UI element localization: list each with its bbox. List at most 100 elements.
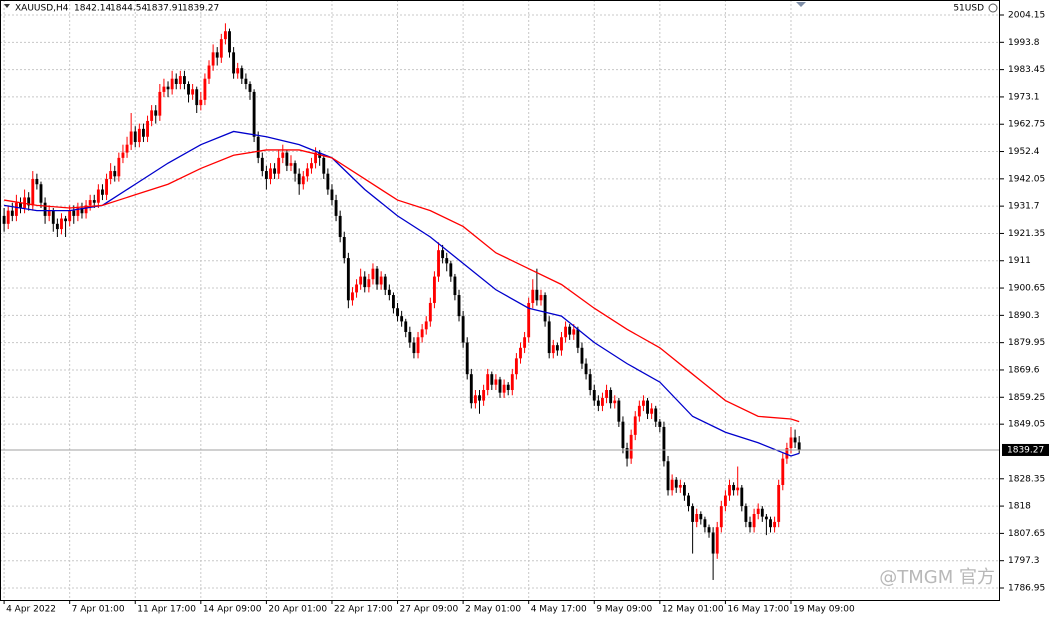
candle-body — [199, 99, 203, 106]
candle-body — [256, 136, 260, 158]
candle-body — [2, 215, 6, 224]
y-tick-label: 2004.15 — [1008, 11, 1045, 21]
candle-body — [601, 397, 604, 406]
y-tick-label: 1942.05 — [1008, 174, 1045, 184]
candle-body — [551, 345, 555, 354]
candle-body — [674, 479, 678, 488]
candle-body — [543, 295, 547, 322]
candle-body — [92, 200, 96, 203]
candle-body — [748, 521, 752, 528]
candle-body — [666, 461, 670, 491]
price-label: 1839.27 — [1007, 445, 1044, 455]
candle-body — [236, 68, 240, 74]
candle-body — [162, 86, 166, 92]
candle-body — [428, 302, 432, 322]
x-tick-label: 4 Apr 2022 — [6, 605, 56, 615]
candle-body — [346, 258, 350, 301]
candle-body — [207, 65, 211, 79]
candle-body — [137, 128, 141, 143]
candle-body — [457, 295, 461, 317]
candle-body — [248, 83, 252, 92]
candle-body — [203, 78, 207, 100]
candle-body — [375, 268, 379, 285]
candle-body — [55, 223, 59, 230]
candle-body — [400, 316, 404, 322]
candle-body — [142, 128, 145, 137]
candle-body — [625, 448, 629, 459]
moving-average-line — [3, 130, 800, 457]
candle-body — [228, 31, 231, 53]
candle-body — [47, 210, 51, 216]
candle-body — [555, 345, 559, 351]
candle-body — [273, 168, 277, 174]
account-icon[interactable] — [988, 3, 998, 13]
candle-body — [408, 331, 412, 343]
candle-body — [662, 426, 666, 462]
candle-body — [158, 91, 162, 116]
header: XAUUSD,H4 1842.14 1844.54 1837.91 1839.2… — [4, 4, 219, 14]
candle-body — [785, 448, 789, 459]
y-tick-label: 1911 — [1008, 256, 1031, 266]
candle-body — [613, 400, 617, 404]
candle-body — [478, 395, 481, 401]
candle-body — [703, 519, 707, 528]
candle-body — [363, 276, 367, 288]
candle-body — [650, 408, 654, 414]
candle-body — [359, 276, 363, 285]
candle-body — [72, 210, 76, 216]
candle-body — [68, 210, 72, 222]
candle-body — [633, 416, 637, 435]
watermark: @TMGM 官方 — [879, 567, 995, 588]
candle-body — [297, 173, 301, 185]
candle-body — [736, 487, 740, 491]
candle-body — [547, 321, 551, 354]
candle-body — [432, 276, 436, 303]
candle-body — [211, 52, 215, 66]
candle-body — [330, 189, 334, 201]
candle-body — [338, 215, 342, 238]
candle-body — [453, 276, 457, 296]
candle-body — [777, 484, 781, 522]
candle-body — [39, 184, 43, 203]
y-tick-label: 1828.35 — [1008, 474, 1045, 484]
candle-body — [64, 218, 68, 222]
candle-body — [146, 120, 149, 137]
candle-body — [695, 513, 699, 522]
candle-body — [35, 178, 39, 185]
candle-body — [711, 532, 715, 554]
candle-body — [502, 384, 506, 393]
candle-body — [572, 329, 576, 335]
y-tick-label: 1993.8 — [1008, 38, 1040, 48]
candle-body — [596, 400, 600, 406]
candle-body — [310, 163, 313, 169]
candle-body — [412, 342, 416, 354]
candle-body — [219, 39, 223, 58]
candle-body — [178, 76, 182, 84]
candle-body — [580, 347, 584, 364]
y-tick-label: 1869.6 — [1008, 365, 1040, 375]
low-value: 1837.91 — [146, 4, 183, 14]
candle-body — [88, 200, 92, 206]
candle-body — [387, 289, 391, 296]
plot — [0, 23, 1000, 580]
candle-body — [699, 513, 703, 520]
candle-body — [646, 400, 649, 414]
candle-body — [334, 200, 338, 216]
candle-body — [789, 437, 793, 449]
candle-body — [396, 308, 399, 317]
candle-body — [154, 110, 158, 116]
candle-body — [269, 168, 272, 179]
candle-body — [125, 144, 129, 153]
candle-body — [793, 437, 797, 443]
candle-body — [182, 76, 186, 84]
candle-body — [289, 163, 293, 166]
candle-body — [260, 157, 264, 172]
y-tick-label: 1921.35 — [1008, 229, 1045, 239]
candle-body — [773, 521, 777, 528]
x-tick-label: 7 Apr 01:00 — [72, 605, 125, 615]
y-tick-label: 1952.4 — [1008, 147, 1040, 157]
candle-body — [43, 202, 47, 216]
candle-body — [252, 91, 256, 137]
x-tick-label: 11 Apr 17:00 — [137, 605, 196, 615]
candle-body — [560, 337, 563, 351]
